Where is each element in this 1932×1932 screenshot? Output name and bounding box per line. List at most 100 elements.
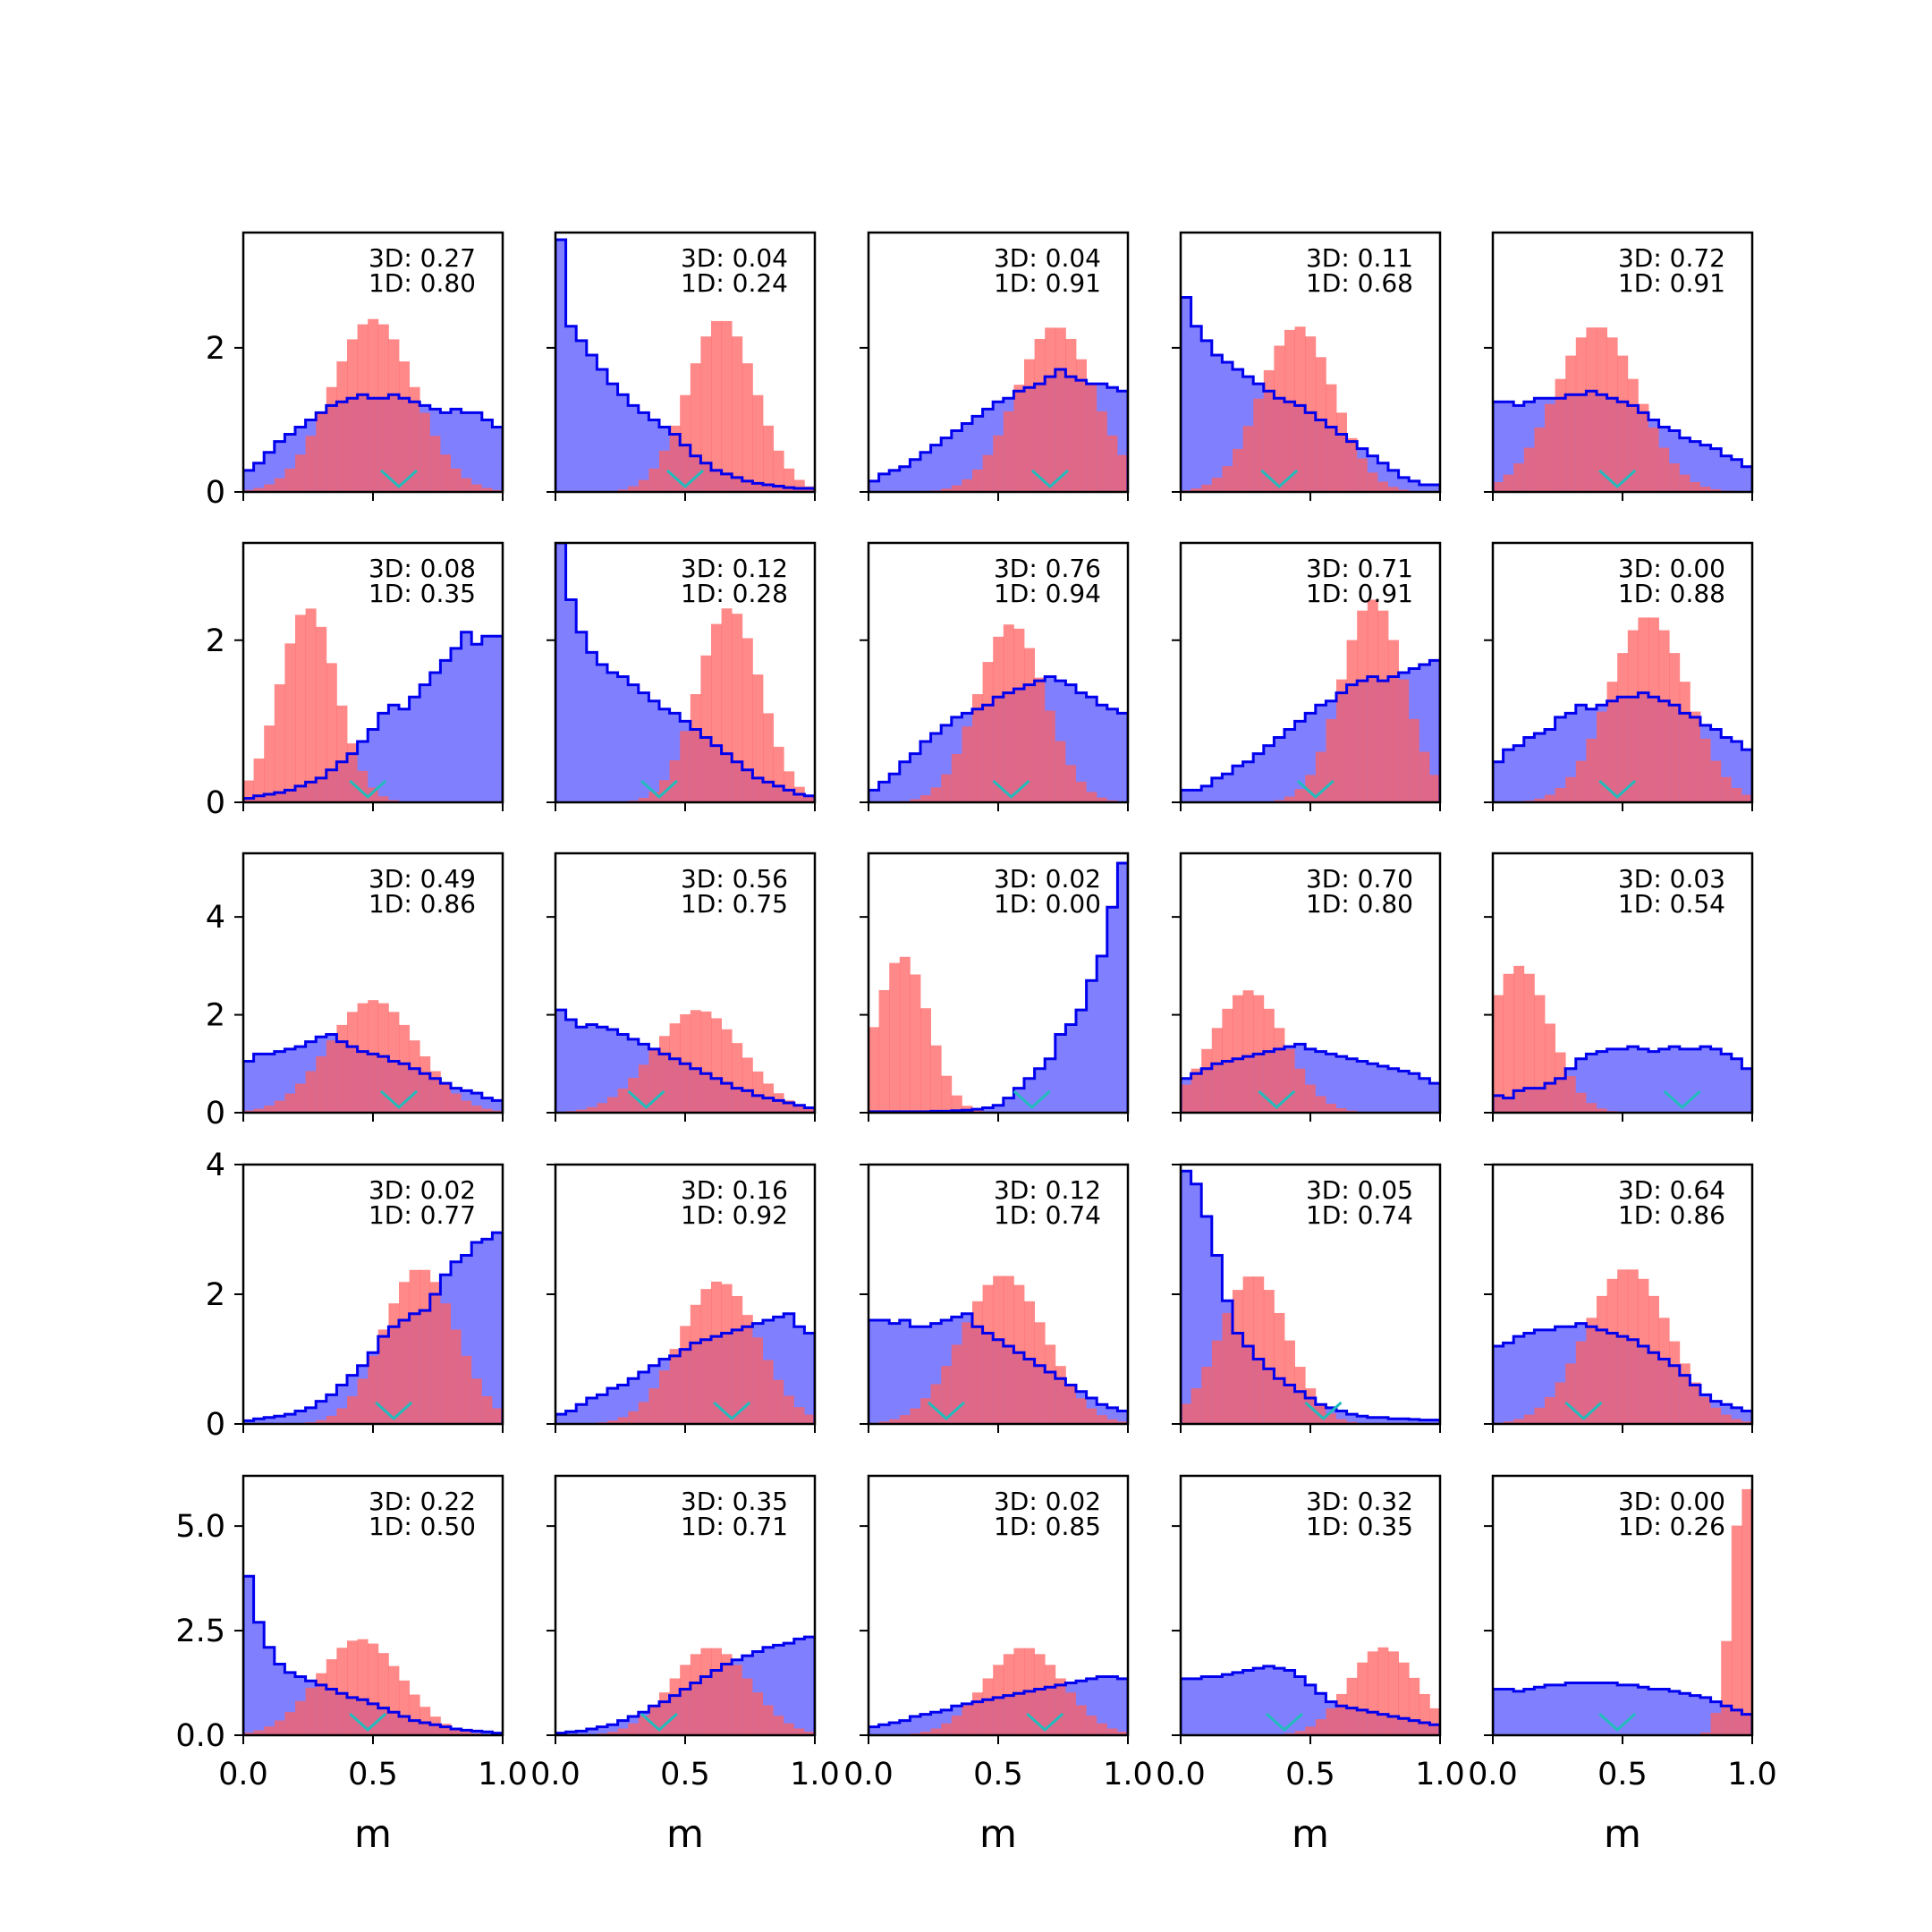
blue-bar (1106, 907, 1118, 1113)
blue-bar (1429, 1419, 1440, 1424)
red-bar (1284, 329, 1295, 492)
blue-bar (1045, 1058, 1056, 1113)
blue-bar (920, 1714, 931, 1735)
red-bar (1555, 378, 1566, 492)
blue-bar (1648, 1689, 1659, 1735)
red-bar (1233, 448, 1243, 492)
blue-bar (607, 1724, 618, 1735)
red-bar (732, 1295, 743, 1424)
blue-bar (617, 1385, 629, 1424)
red-bar (1055, 327, 1066, 492)
blue-bar (1346, 1414, 1358, 1424)
annotation-3d: 3D: 0.72 (1618, 243, 1725, 273)
blue-bar (481, 636, 493, 802)
blue-bar (274, 1051, 285, 1113)
red-bar (336, 1648, 348, 1735)
red-bar (471, 1378, 483, 1424)
red-bar (336, 361, 348, 492)
red-bar (368, 318, 379, 492)
red-bar (1597, 1108, 1607, 1113)
x-tick-label: 0.5 (973, 1757, 1023, 1792)
red-bar (700, 655, 712, 802)
blue-step-line (1181, 1169, 1440, 1424)
red-bar (1731, 788, 1742, 802)
y-tick-label: 2 (206, 623, 225, 659)
red-bar (357, 1003, 369, 1113)
red-bar (399, 361, 410, 492)
blue-bar (910, 1716, 921, 1735)
red-bar (429, 1071, 441, 1113)
red-bar (721, 320, 733, 492)
annotation-1d: 1D: 0.91 (1306, 579, 1413, 608)
plot-area (243, 1231, 503, 1424)
blue-bar (1586, 1054, 1597, 1113)
red-bar (253, 758, 265, 802)
blue-bar (1648, 1051, 1659, 1113)
red-bar (1606, 337, 1618, 492)
red-bar (804, 1108, 815, 1113)
red-bar (972, 1301, 983, 1424)
annotation-3d: 3D: 0.12 (681, 554, 788, 583)
red-bar (1346, 1677, 1358, 1735)
red-bar (1076, 781, 1087, 802)
plot-area (1181, 599, 1440, 802)
red-bar (1617, 1269, 1629, 1424)
blue-bar (930, 733, 942, 802)
blue-bar (492, 636, 503, 802)
red-bar (804, 795, 815, 802)
plot-area (243, 608, 503, 802)
red-bar (920, 795, 931, 802)
blue-bar (1679, 1693, 1690, 1735)
blue-bar (878, 1320, 890, 1424)
red-bar (972, 694, 983, 802)
marker-chevron (379, 469, 419, 489)
blue-bar (889, 1323, 901, 1424)
blue-bar (1658, 1048, 1670, 1113)
blue-bar (1086, 980, 1097, 1113)
blue-bar (982, 1107, 994, 1113)
red-bar (1336, 679, 1347, 802)
red-bar (336, 1024, 348, 1113)
red-bar (1222, 1312, 1233, 1424)
blue-bar (1523, 1333, 1535, 1424)
blue-bar (1597, 1682, 1607, 1735)
red-bar (1700, 487, 1711, 492)
red-bar (1336, 1419, 1347, 1424)
annotation-3d: 3D: 0.02 (994, 864, 1101, 894)
red-bar (793, 1728, 805, 1735)
red-bar (638, 1402, 649, 1424)
annotation-3d: 3D: 0.35 (681, 1487, 788, 1516)
red-bar (1013, 1284, 1025, 1424)
blue-bar (1597, 1051, 1607, 1113)
red-bar (1721, 776, 1733, 802)
blue-bar (1222, 1674, 1233, 1735)
x-tick-label: 0.0 (1468, 1757, 1518, 1792)
x-tick-label: 0.0 (218, 1757, 268, 1792)
red-bar (700, 1289, 712, 1424)
red-bar (962, 1322, 973, 1424)
blue-bar (305, 1407, 317, 1424)
blue-bar (243, 1061, 254, 1113)
red-bar (1086, 385, 1097, 492)
red-bar (326, 1415, 337, 1424)
red-bar (617, 1728, 629, 1735)
blue-bar (586, 354, 597, 492)
red-bar (1617, 355, 1629, 492)
blue-bar (1191, 1678, 1202, 1735)
red-bar (1419, 751, 1430, 802)
blue-bar (617, 394, 629, 492)
blue-step-line (1493, 1682, 1752, 1735)
annotation-1d: 1D: 0.80 (369, 268, 476, 298)
blue-bar (1034, 1068, 1046, 1113)
red-bar (1263, 1290, 1275, 1424)
red-bar (1367, 472, 1378, 492)
plot-area (243, 1574, 503, 1735)
red-bar (721, 1654, 733, 1735)
red-bar (1233, 995, 1243, 1113)
plot-area (1181, 296, 1440, 492)
red-bar (1398, 679, 1410, 802)
blue-bar (1097, 1676, 1108, 1735)
red-bar (1606, 1278, 1618, 1424)
